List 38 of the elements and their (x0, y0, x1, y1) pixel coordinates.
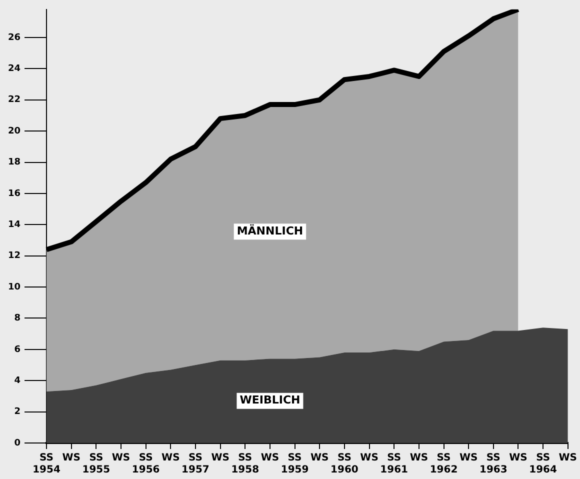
x-tick-label: SS 1964 (529, 452, 558, 476)
x-tick-label: SS 1955 (82, 452, 110, 476)
x-tick-label: WS (459, 452, 478, 464)
y-tick-label: 18 (8, 158, 21, 168)
y-tick-label: 22 (8, 95, 21, 106)
x-tick-label: WS (162, 452, 180, 464)
x-tick-label: SS 1959 (280, 452, 309, 476)
y-tick-label: 10 (8, 282, 21, 292)
x-tick-label: WS (410, 452, 428, 464)
x-tick-label: SS 1958 (231, 452, 260, 476)
x-tick-label: WS (62, 452, 80, 464)
series-label: MÄNNLICH (236, 224, 304, 238)
x-tick-label: SS 1961 (380, 452, 408, 476)
y-tick-label: 24 (8, 64, 21, 74)
x-tick-label: WS (558, 452, 577, 464)
y-tick-label: 4 (14, 376, 21, 386)
y-tick-label: 8 (14, 314, 21, 324)
x-tick-label: WS (211, 452, 230, 464)
series-label: WEIBLICH (240, 394, 300, 407)
x-tick-label: SS 1962 (430, 452, 458, 476)
x-tick-label: SS 1956 (132, 452, 160, 476)
y-tick-label: 14 (8, 220, 21, 230)
x-tick-label: WS (509, 452, 528, 464)
x-tick-label: WS (310, 452, 329, 464)
y-tick-label: 20 (8, 126, 21, 136)
y-tick-label: 12 (8, 251, 21, 262)
x-tick-label: SS 1960 (330, 452, 358, 476)
y-tick-label: 0 (14, 438, 21, 448)
x-tick-label: WS (260, 452, 280, 464)
x-tick-label: WS (112, 452, 130, 464)
x-tick-label: SS 1957 (182, 452, 210, 476)
y-tick-label: 6 (14, 344, 21, 355)
x-tick-label: SS 1954 (32, 452, 60, 476)
y-tick-label: 2 (14, 407, 21, 418)
y-tick-label: 26 (8, 32, 21, 43)
x-tick-label: WS (360, 452, 378, 464)
x-tick-label: SS 1963 (479, 452, 508, 476)
y-tick-label: 16 (8, 188, 21, 199)
